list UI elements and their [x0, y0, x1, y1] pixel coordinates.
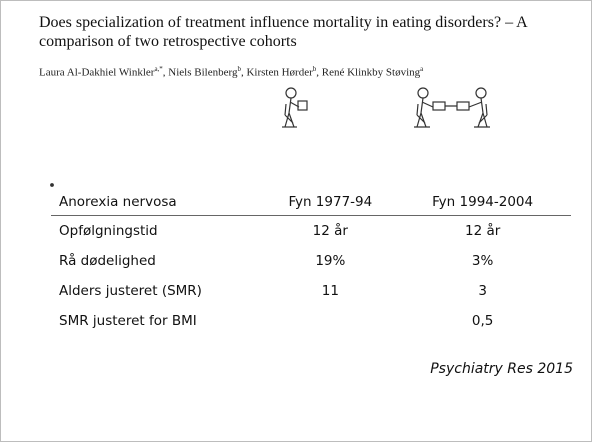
bullet-dot [51, 184, 54, 187]
page: Does specialization of treatment influen… [0, 0, 592, 442]
table-cell: 12 år [266, 216, 394, 247]
header-cell: Anorexia nervosa [51, 189, 266, 216]
slide: Does specialization of treatment influen… [0, 0, 592, 442]
table-cell: 12 år [394, 216, 571, 247]
header-cell: Fyn 1994-2004 [394, 189, 571, 216]
empty-cell [266, 306, 394, 336]
table-cell: Alders justeret (SMR) [51, 276, 266, 306]
table-cell: SMR justeret for BMI [51, 306, 266, 336]
single-figure-icon [282, 88, 307, 127]
table-cell: 0,5 [394, 306, 571, 336]
table-cell: 3% [394, 246, 571, 276]
table-row: SMR justeret for BMI 0,5 [51, 306, 571, 336]
header-cell: Fyn 1977-94 [266, 189, 394, 216]
table-cell: Opfølgningstid [51, 216, 266, 247]
two-figures-icon [414, 88, 490, 127]
table-cell: 3 [394, 276, 571, 306]
icons [1, 1, 591, 201]
citation: Psychiatry Res 2015 [430, 361, 573, 377]
table-cell: Rå dødelighed [51, 246, 266, 276]
table-cell: 11 [266, 276, 394, 306]
table-cell: 19% [266, 246, 394, 276]
